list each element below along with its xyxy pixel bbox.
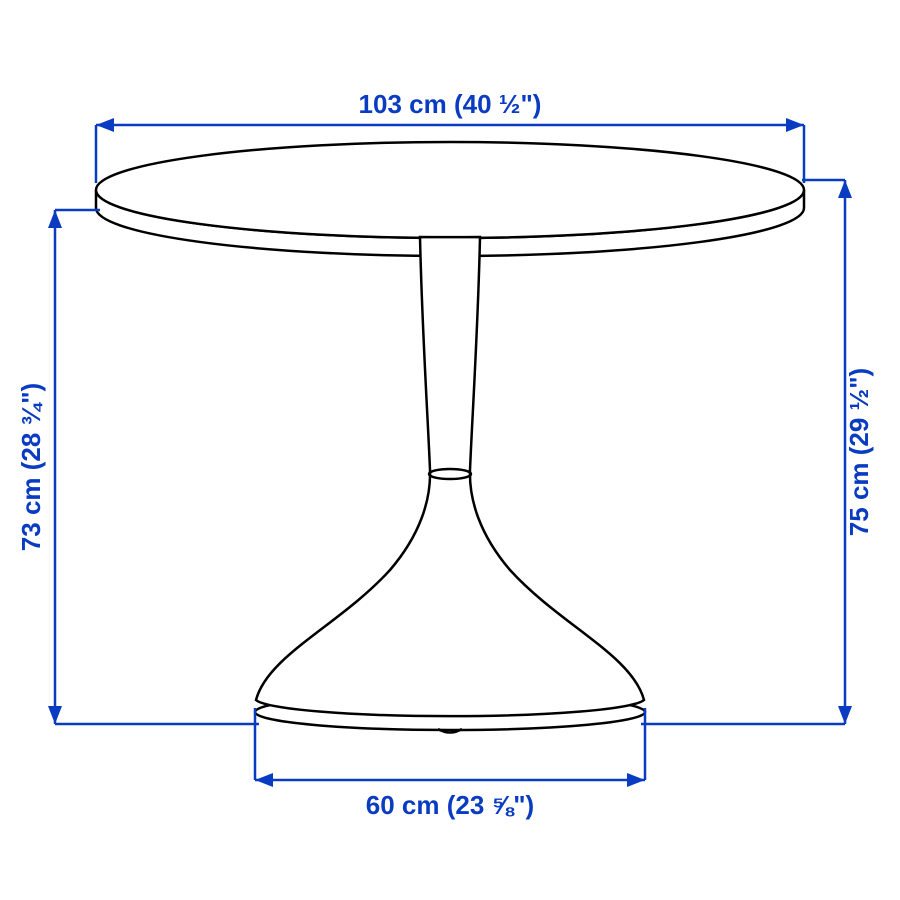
arrow-right bbox=[627, 773, 645, 787]
arrow-up bbox=[48, 210, 62, 228]
arrow-left bbox=[96, 118, 114, 132]
dim-label-left-height: 73 cm (28 ¾") bbox=[16, 383, 46, 551]
dim-label-right-height: 75 cm (29 ½") bbox=[844, 368, 874, 536]
dim-label-top-width: 103 cm (40 ½") bbox=[359, 89, 542, 119]
dimension-left-height: 73 cm (28 ¾") bbox=[16, 210, 259, 724]
dimension-right-height: 75 cm (29 ½") bbox=[641, 180, 874, 724]
tabletop-surface bbox=[96, 142, 804, 238]
dimension-diagram: 103 cm (40 ½") 60 cm (23 ⅝") 73 cm (28 ¾… bbox=[0, 0, 900, 900]
dim-label-base-width: 60 cm (23 ⅝") bbox=[366, 790, 534, 820]
arrow-right bbox=[786, 118, 804, 132]
arrow-down bbox=[838, 706, 852, 724]
arrow-down bbox=[48, 706, 62, 724]
table-illustration bbox=[96, 142, 804, 733]
arrow-up bbox=[838, 180, 852, 198]
arrow-left bbox=[255, 773, 273, 787]
pedestal-body bbox=[256, 237, 644, 716]
